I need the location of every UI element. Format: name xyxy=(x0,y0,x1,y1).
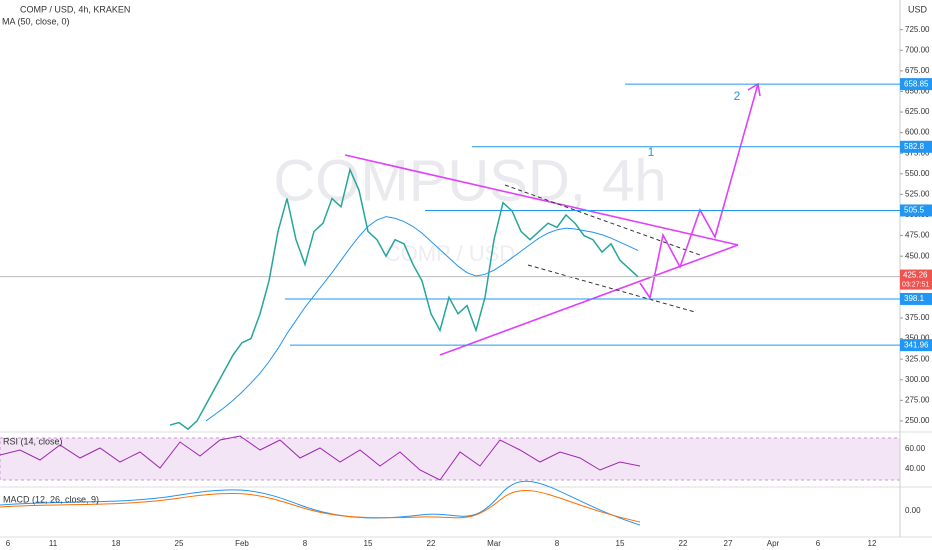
y-tick-label: 650.00 xyxy=(905,87,930,96)
rsi-line xyxy=(0,435,641,481)
y-tick-label: 250.00 xyxy=(905,416,930,425)
y-tick-label: 325.00 xyxy=(905,354,930,363)
level-tag xyxy=(900,204,932,217)
y-tick-label: 275.00 xyxy=(905,395,930,404)
y-tick-label: 450.00 xyxy=(905,251,930,260)
x-tick-label: 22 xyxy=(679,539,688,548)
signal-line xyxy=(0,490,641,523)
level-label: 398.1 xyxy=(904,294,925,303)
x-tick-label: 18 xyxy=(112,539,121,548)
x-tick-label: 15 xyxy=(616,539,625,548)
x-tick-label: Feb xyxy=(235,539,249,548)
y-tick-label: 550.00 xyxy=(905,169,930,178)
y-tick-label: 350.00 xyxy=(905,334,930,343)
x-tick-label: 25 xyxy=(175,539,184,548)
last-price-tag xyxy=(900,269,932,290)
y-tick-label: 475.00 xyxy=(905,231,930,240)
y-tick-label: 575.00 xyxy=(905,148,930,157)
macd-tick-label: 0.00 xyxy=(905,506,921,515)
chart-title: COMP / USD, 4h, KRAKEN xyxy=(20,4,130,14)
currency: USD xyxy=(908,4,928,14)
rsi-title: RSI (14, close) xyxy=(3,436,63,446)
macd-title: MACD (12, 26, close, 9) xyxy=(3,494,99,504)
x-tick-label: 6 xyxy=(6,539,11,548)
triangle xyxy=(344,154,739,356)
x-tick-label: 6 xyxy=(816,539,821,548)
annotation: 2 xyxy=(734,89,741,103)
last-price-label: 425.26 xyxy=(903,271,928,280)
x-tick-label: 27 xyxy=(724,539,733,548)
y-tick-label: 600.00 xyxy=(905,128,930,137)
y-tick-label: 525.00 xyxy=(905,190,930,199)
channel xyxy=(504,184,701,313)
level-tag xyxy=(900,78,932,91)
series-line xyxy=(169,167,639,431)
x-tick-label: 8 xyxy=(555,539,560,548)
level-label: 505.5 xyxy=(904,206,925,215)
x-tick-label: 12 xyxy=(868,539,877,548)
y-tick-label: 375.00 xyxy=(905,313,930,322)
rsi-tick-label: 40.00 xyxy=(905,464,926,473)
y-tick-label: 725.00 xyxy=(905,25,930,34)
y-tick-label: 300.00 xyxy=(905,375,930,384)
indicator-label: MA (50, close, 0) xyxy=(2,16,70,26)
level-tag xyxy=(900,339,932,352)
annotation: 1 xyxy=(648,145,655,159)
level-tag xyxy=(900,140,932,153)
x-tick-label: 22 xyxy=(427,539,436,548)
x-tick-label: Mar xyxy=(487,539,501,548)
level-label: 658.85 xyxy=(904,79,929,88)
watermark: COMPUSD, 4h xyxy=(273,148,666,213)
y-tick-label: 625.00 xyxy=(905,107,930,116)
level-tag xyxy=(900,292,932,305)
y-tick-label: 675.00 xyxy=(905,66,930,75)
x-tick-label: 11 xyxy=(49,539,58,548)
countdown: 03:27:51 xyxy=(902,281,929,288)
rsi-tick-label: 60.00 xyxy=(905,444,926,453)
rsi-band xyxy=(0,437,901,481)
level-label: 582.8 xyxy=(904,142,925,151)
x-tick-label: Apr xyxy=(767,539,780,548)
x-tick-label: 15 xyxy=(364,539,373,548)
y-tick-label: 700.00 xyxy=(905,45,930,54)
x-tick-label: 8 xyxy=(303,539,308,548)
series-line xyxy=(205,216,639,422)
level-label: 341.96 xyxy=(904,340,929,349)
